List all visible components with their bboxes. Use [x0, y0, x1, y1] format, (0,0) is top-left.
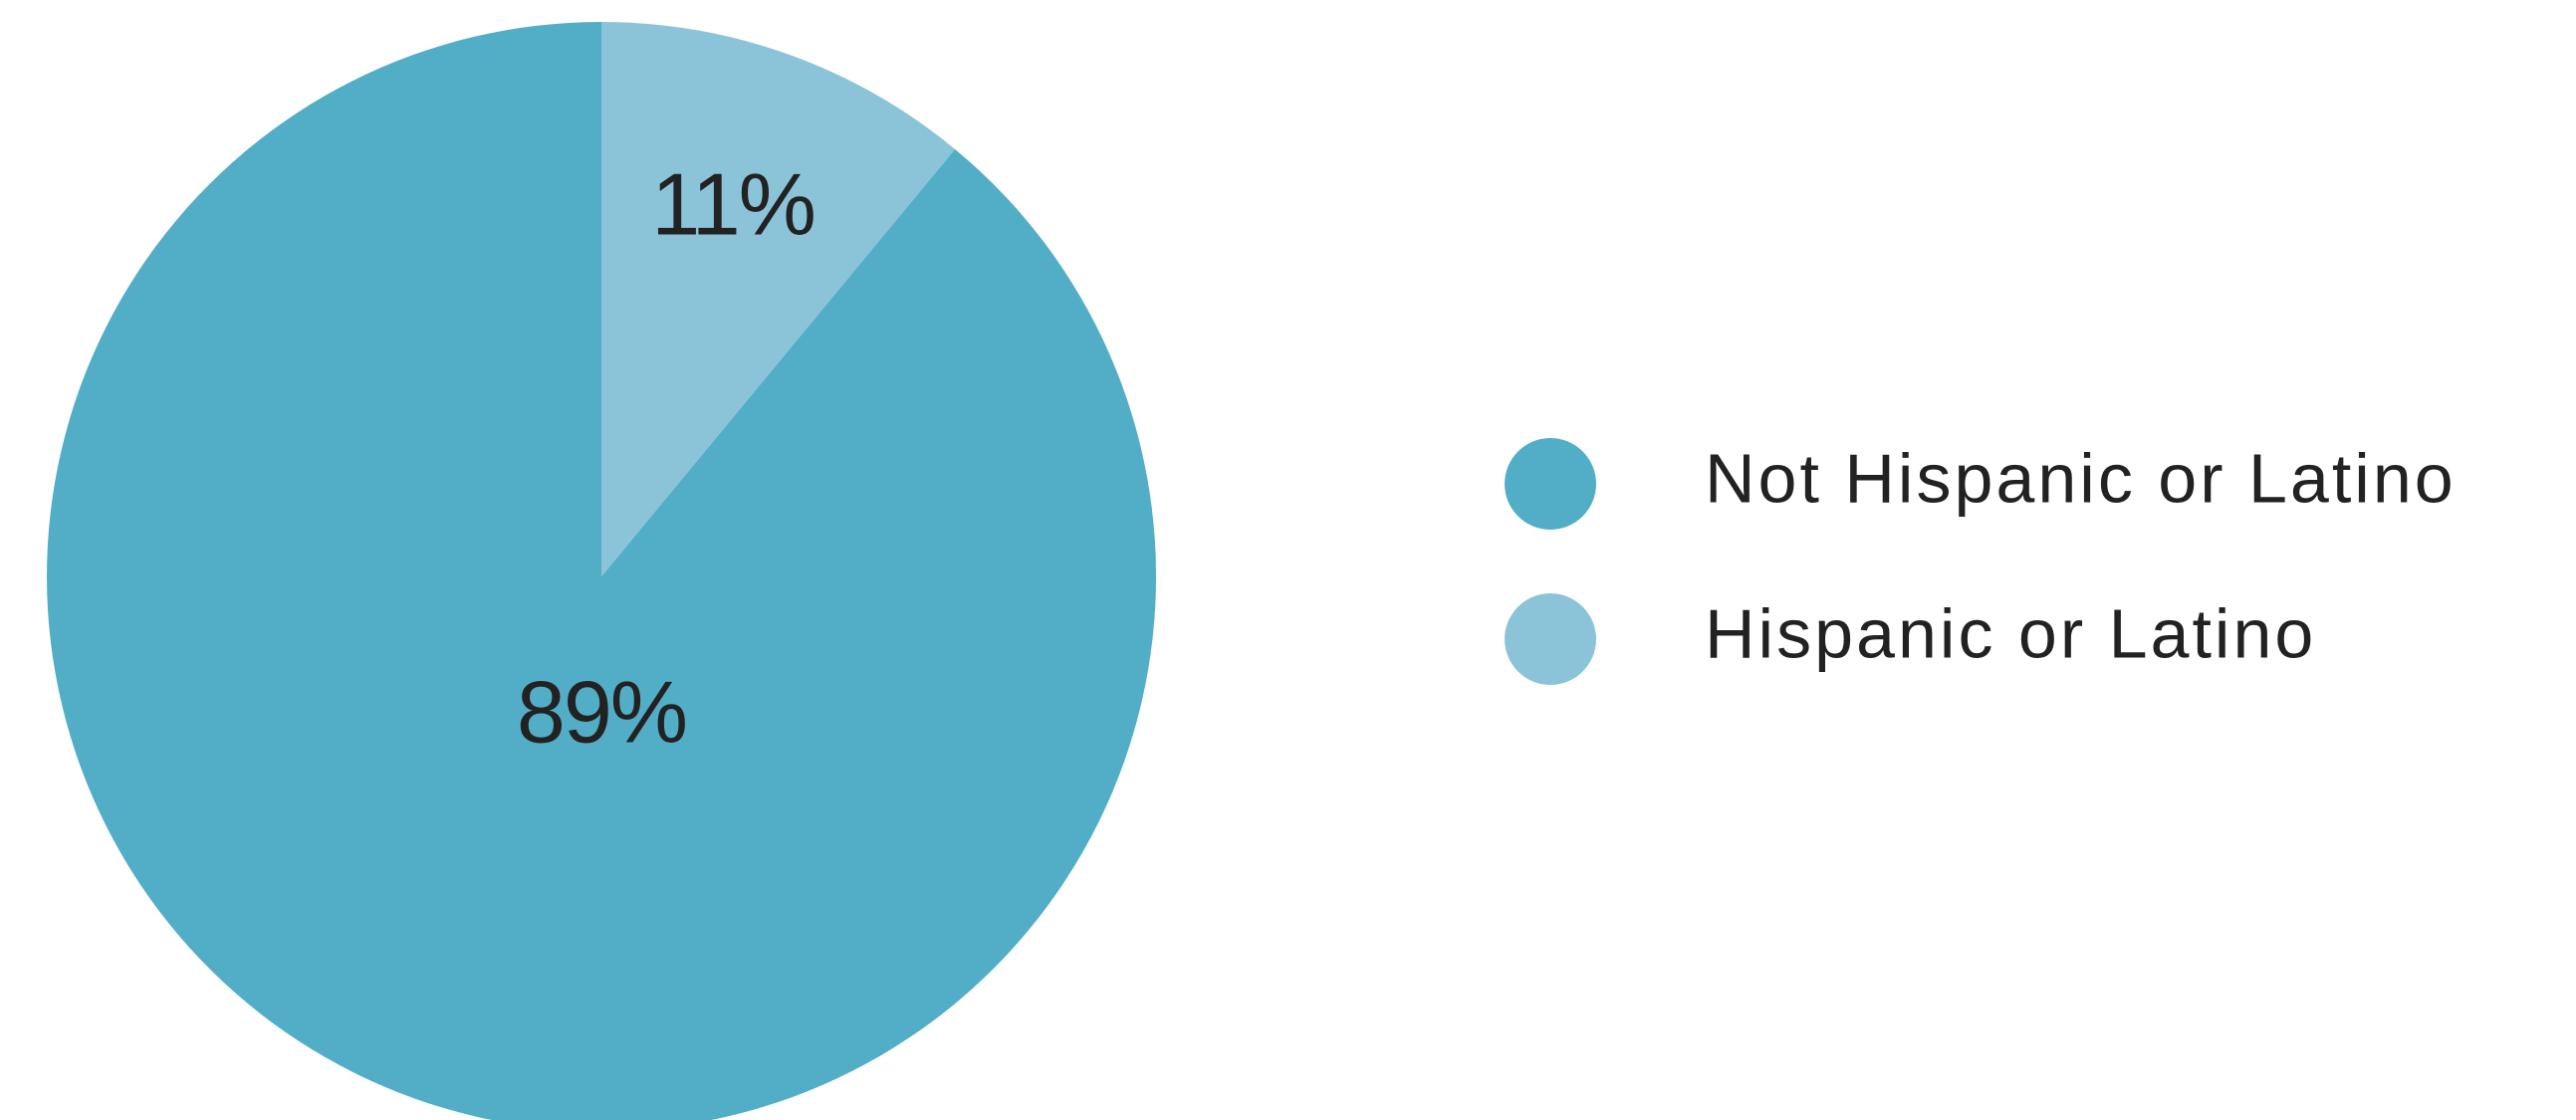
pie-slices: [47, 22, 1157, 1120]
legend-item-not-hispanic-or-latino: Not Hispanic or Latino: [1505, 438, 2457, 530]
slice-label-not-hispanic-or-latino: 89%: [517, 662, 686, 761]
slice-labels: 89% 11%: [517, 154, 817, 761]
pie-slice-not-hispanic-or-latino: [47, 22, 1157, 1120]
pie-slice-hispanic-or-latino: [601, 22, 956, 576]
legend-label-hispanic-or-latino: Hispanic or Latino: [1705, 594, 2316, 672]
legend-label-not-hispanic-or-latino: Not Hispanic or Latino: [1705, 439, 2457, 517]
slice-label-hispanic-or-latino: 11%: [651, 154, 815, 253]
legend-swatch-not-hispanic-or-latino: [1505, 438, 1596, 530]
legend: Not Hispanic or Latino Hispanic or Latino: [1505, 438, 2457, 685]
legend-item-hispanic-or-latino: Hispanic or Latino: [1505, 593, 2316, 685]
legend-swatch-hispanic-or-latino: [1505, 593, 1596, 685]
